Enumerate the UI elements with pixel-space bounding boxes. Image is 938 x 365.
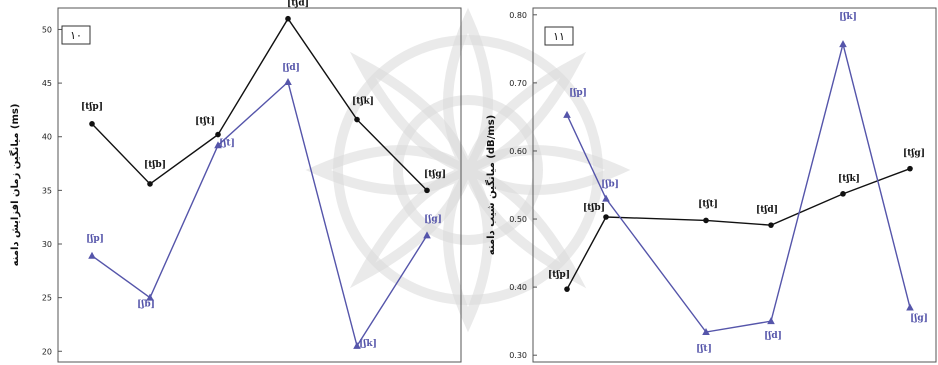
data-label: [ʃk] bbox=[839, 12, 857, 22]
y-tick-label: 20 bbox=[42, 347, 52, 356]
data-point bbox=[353, 341, 361, 349]
y-tick-label: 50 bbox=[42, 25, 52, 34]
y-tick-label: 30 bbox=[42, 240, 52, 249]
y-axis-label: میانگین زمان افزایش دامنه (ms) bbox=[8, 104, 21, 267]
data-label: [tʃb] bbox=[583, 203, 605, 213]
data-point bbox=[284, 78, 292, 86]
data-point bbox=[702, 328, 710, 336]
data-label: [ʃd] bbox=[764, 331, 782, 341]
data-point bbox=[354, 116, 360, 123]
y-tick-label: 0.40 bbox=[509, 283, 527, 292]
data-point bbox=[423, 231, 431, 239]
data-label: [ʃp] bbox=[86, 234, 104, 244]
y-axis-label: میانگین شیب دامنه (dB/ms) bbox=[484, 115, 497, 255]
y-tick-label: 0.60 bbox=[509, 147, 527, 156]
data-label: [tʃd] bbox=[287, 0, 309, 9]
y-tick-label: 40 bbox=[42, 133, 52, 142]
panel-number-box bbox=[61, 25, 91, 45]
series-marks: [tʃp] [tʃb] [tʃt] [tʃd] [tʃk] [tʃg] [ʃp] [ʃb] [ʃ… bbox=[548, 12, 928, 354]
data-point bbox=[88, 251, 96, 259]
chart-panel-11: 0.30 0.40 0.50 0.60 0.70 0.80 میانگین شیب دام… bbox=[484, 7, 937, 363]
data-point bbox=[285, 15, 291, 22]
data-label: [ʃb] bbox=[137, 300, 155, 310]
data-label: [tʃd] bbox=[756, 205, 778, 215]
y-tick-label: 35 bbox=[42, 186, 52, 195]
data-label: [ʃp] bbox=[569, 88, 587, 98]
plot-frame bbox=[532, 7, 937, 363]
panel-number: ۱۰ bbox=[70, 29, 82, 42]
y-tick-label: 0.70 bbox=[509, 79, 527, 88]
data-point bbox=[215, 131, 221, 138]
series-line-1 bbox=[91, 80, 428, 348]
data-label: [tʃg] bbox=[903, 149, 925, 159]
y-tick-label: 0.30 bbox=[509, 351, 527, 360]
panel-number-box bbox=[544, 26, 574, 46]
data-label: [tʃt] bbox=[698, 199, 718, 209]
y-tick-label: 0.50 bbox=[509, 215, 527, 224]
data-point bbox=[768, 222, 774, 228]
data-label: [tʃk] bbox=[838, 174, 860, 184]
data-point bbox=[214, 141, 222, 149]
series-marks: [tʃp] [tʃb] [tʃt] [tʃd] [tʃk] [tʃg] [ʃp] [ʃb] [ʃ… bbox=[81, 0, 446, 349]
data-label: [tʃk] bbox=[352, 97, 374, 107]
data-point bbox=[603, 214, 609, 220]
data-point bbox=[424, 187, 430, 194]
y-axis-ticks: 0.30 0.40 0.50 0.60 0.70 0.80 bbox=[509, 11, 537, 360]
data-point bbox=[563, 110, 571, 118]
series-line-0 bbox=[566, 168, 911, 290]
data-label: [tʃg] bbox=[424, 169, 446, 179]
y-tick-label: 0.80 bbox=[509, 11, 527, 20]
panel-number: ۱۱ bbox=[553, 30, 565, 43]
plot-frame bbox=[57, 7, 462, 363]
y-tick-label: 25 bbox=[42, 294, 52, 303]
data-label: [ʃd] bbox=[282, 63, 300, 73]
data-point bbox=[840, 191, 846, 197]
series-line-1 bbox=[566, 43, 911, 333]
data-point bbox=[146, 293, 154, 301]
data-point bbox=[767, 317, 775, 325]
data-point bbox=[602, 194, 610, 202]
data-label: [ʃt] bbox=[696, 344, 712, 354]
y-tick-label: 45 bbox=[42, 79, 52, 88]
data-label: [tʃp] bbox=[81, 102, 103, 112]
data-label: [tʃp] bbox=[548, 270, 570, 280]
data-point bbox=[147, 181, 153, 187]
data-label: [tʃb] bbox=[144, 160, 166, 170]
data-label: [ʃg] bbox=[424, 214, 442, 224]
data-label: [ʃk] bbox=[359, 339, 377, 349]
data-label: [ʃt] bbox=[219, 138, 235, 148]
data-label: [ʃb] bbox=[601, 180, 619, 190]
watermark-ornament bbox=[305, 7, 631, 333]
data-point bbox=[906, 303, 914, 311]
data-label: [tʃt] bbox=[195, 117, 215, 127]
series-line-0 bbox=[91, 17, 428, 191]
data-point bbox=[564, 286, 570, 292]
data-point bbox=[839, 40, 847, 48]
chart-panel-10: 20 25 30 35 40 45 50 میانگین زمان افزایش دامنه… bbox=[8, 0, 462, 363]
data-label: [ʃg] bbox=[910, 314, 928, 324]
data-point bbox=[89, 121, 95, 127]
y-axis-ticks: 20 25 30 35 40 45 50 bbox=[42, 25, 62, 356]
data-point bbox=[703, 217, 709, 224]
data-point bbox=[907, 165, 913, 172]
